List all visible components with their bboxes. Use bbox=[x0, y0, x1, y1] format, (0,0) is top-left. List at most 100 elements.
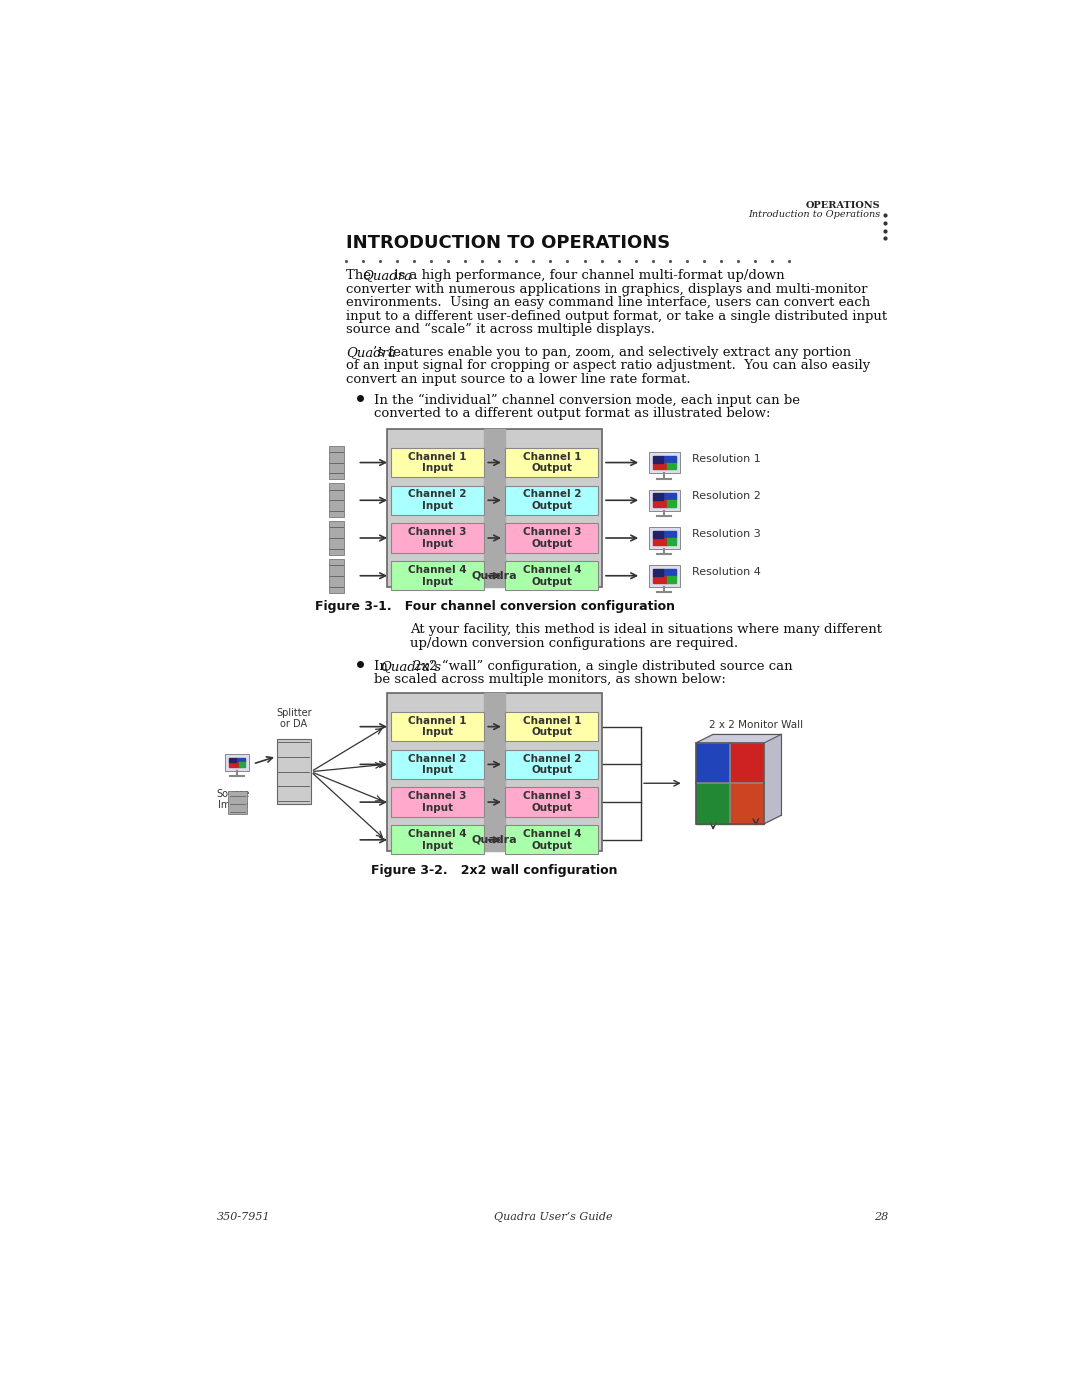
Text: of an input signal for cropping or aspect ratio adjustment.  You can also easily: of an input signal for cropping or aspec… bbox=[346, 359, 870, 373]
Text: Quadra: Quadra bbox=[472, 834, 517, 844]
Polygon shape bbox=[663, 455, 676, 462]
Text: 28: 28 bbox=[874, 1211, 889, 1222]
Text: input to a different user-defined output format, or take a single distributed in: input to a different user-defined output… bbox=[346, 310, 887, 323]
FancyBboxPatch shape bbox=[505, 562, 598, 591]
FancyBboxPatch shape bbox=[505, 524, 598, 553]
FancyBboxPatch shape bbox=[649, 489, 679, 511]
Text: Quadra: Quadra bbox=[346, 346, 395, 359]
FancyBboxPatch shape bbox=[391, 788, 484, 817]
Polygon shape bbox=[765, 735, 781, 824]
Text: Channel 4
Input: Channel 4 Input bbox=[408, 564, 467, 587]
Polygon shape bbox=[653, 538, 666, 545]
FancyBboxPatch shape bbox=[505, 448, 598, 478]
Text: Resolution 1: Resolution 1 bbox=[692, 454, 761, 464]
Text: Channel 2
Input: Channel 2 Input bbox=[408, 753, 467, 775]
Text: Channel 1
Input: Channel 1 Input bbox=[408, 715, 467, 738]
FancyBboxPatch shape bbox=[328, 559, 345, 592]
FancyBboxPatch shape bbox=[649, 451, 679, 474]
Polygon shape bbox=[697, 784, 730, 824]
Text: Channel 1
Output: Channel 1 Output bbox=[523, 715, 581, 738]
FancyBboxPatch shape bbox=[328, 521, 345, 555]
FancyBboxPatch shape bbox=[505, 486, 598, 515]
FancyBboxPatch shape bbox=[387, 429, 603, 587]
Polygon shape bbox=[663, 569, 676, 576]
FancyBboxPatch shape bbox=[505, 788, 598, 817]
Bar bbox=[697, 743, 765, 824]
Text: 2x2 “wall” configuration, a single distributed source can: 2x2 “wall” configuration, a single distr… bbox=[408, 659, 793, 673]
Text: Channel 2
Input: Channel 2 Input bbox=[408, 489, 467, 511]
Text: 2 x 2 Monitor Wall: 2 x 2 Monitor Wall bbox=[708, 719, 802, 729]
Polygon shape bbox=[237, 757, 245, 763]
Text: Quadra: Quadra bbox=[363, 270, 413, 282]
Text: Figure 3-2.   2x2 wall configuration: Figure 3-2. 2x2 wall configuration bbox=[372, 865, 618, 877]
FancyBboxPatch shape bbox=[391, 486, 484, 515]
FancyBboxPatch shape bbox=[391, 448, 484, 478]
Text: converter with numerous applications in graphics, displays and multi-monitor: converter with numerous applications in … bbox=[346, 282, 867, 296]
FancyBboxPatch shape bbox=[228, 791, 246, 814]
Text: 350-7951: 350-7951 bbox=[216, 1211, 270, 1222]
Polygon shape bbox=[653, 493, 663, 500]
Text: Quadra: Quadra bbox=[472, 570, 517, 580]
Polygon shape bbox=[666, 538, 676, 545]
Text: Channel 4
Input: Channel 4 Input bbox=[408, 828, 467, 851]
Text: Channel 2
Output: Channel 2 Output bbox=[523, 489, 581, 511]
FancyBboxPatch shape bbox=[391, 826, 484, 855]
Polygon shape bbox=[239, 763, 245, 767]
Text: The: The bbox=[346, 270, 375, 282]
Text: Channel 3
Input: Channel 3 Input bbox=[408, 527, 467, 549]
Text: ’s features enable you to pan, zoom, and selectively extract any portion: ’s features enable you to pan, zoom, and… bbox=[373, 346, 851, 359]
Text: Channel 3
Output: Channel 3 Output bbox=[523, 527, 581, 549]
Text: Figure 3-1.   Four channel conversion configuration: Figure 3-1. Four channel conversion conf… bbox=[314, 601, 675, 613]
Text: Channel 4
Output: Channel 4 Output bbox=[523, 828, 581, 851]
Text: up/down conversion configurations are required.: up/down conversion configurations are re… bbox=[410, 637, 739, 650]
Text: be scaled across multiple monitors, as shown below:: be scaled across multiple monitors, as s… bbox=[374, 673, 726, 686]
Text: Quadra’s: Quadra’s bbox=[380, 659, 442, 673]
Text: environments.  Using an easy command line interface, users can convert each: environments. Using an easy command line… bbox=[346, 296, 870, 309]
FancyBboxPatch shape bbox=[649, 527, 679, 549]
Text: is a high performance, four channel multi-format up/down: is a high performance, four channel mult… bbox=[390, 270, 784, 282]
Polygon shape bbox=[697, 735, 781, 743]
Polygon shape bbox=[730, 784, 765, 824]
FancyBboxPatch shape bbox=[649, 564, 679, 587]
Text: Resolution 4: Resolution 4 bbox=[692, 567, 761, 577]
Text: convert an input source to a lower line rate format.: convert an input source to a lower line … bbox=[346, 373, 690, 386]
Text: INTRODUCTION TO OPERATIONS: INTRODUCTION TO OPERATIONS bbox=[346, 233, 670, 251]
Text: Channel 1
Output: Channel 1 Output bbox=[523, 451, 581, 474]
Text: Introduction to Operations: Introduction to Operations bbox=[748, 210, 880, 219]
Text: In: In bbox=[374, 659, 392, 673]
Text: Splitter
or DA: Splitter or DA bbox=[276, 708, 312, 729]
Polygon shape bbox=[653, 462, 666, 469]
Text: Source
Image: Source Image bbox=[217, 789, 251, 810]
FancyBboxPatch shape bbox=[328, 483, 345, 517]
Text: Channel 3
Input: Channel 3 Input bbox=[408, 791, 467, 813]
Polygon shape bbox=[229, 757, 237, 763]
Polygon shape bbox=[697, 743, 730, 784]
FancyBboxPatch shape bbox=[387, 693, 603, 851]
Polygon shape bbox=[663, 493, 676, 500]
Text: Resolution 3: Resolution 3 bbox=[692, 529, 761, 539]
FancyBboxPatch shape bbox=[328, 446, 345, 479]
Text: Channel 2
Output: Channel 2 Output bbox=[523, 753, 581, 775]
FancyBboxPatch shape bbox=[276, 739, 311, 805]
FancyBboxPatch shape bbox=[391, 750, 484, 780]
Polygon shape bbox=[666, 462, 676, 469]
Text: Resolution 2: Resolution 2 bbox=[692, 492, 761, 502]
Text: In the “individual” channel conversion mode, each input can be: In the “individual” channel conversion m… bbox=[374, 394, 799, 408]
Text: Channel 4
Output: Channel 4 Output bbox=[523, 564, 581, 587]
Polygon shape bbox=[666, 500, 676, 507]
Text: At your facility, this method is ideal in situations where many different: At your facility, this method is ideal i… bbox=[410, 623, 882, 637]
FancyBboxPatch shape bbox=[391, 524, 484, 553]
Polygon shape bbox=[484, 429, 505, 587]
Text: converted to a different output format as illustrated below:: converted to a different output format a… bbox=[374, 408, 770, 420]
FancyBboxPatch shape bbox=[505, 826, 598, 855]
FancyBboxPatch shape bbox=[505, 712, 598, 742]
Text: Quadra User’s Guide: Quadra User’s Guide bbox=[495, 1211, 612, 1222]
Polygon shape bbox=[730, 743, 765, 784]
Text: OPERATIONS: OPERATIONS bbox=[806, 201, 880, 210]
Polygon shape bbox=[663, 531, 676, 538]
FancyBboxPatch shape bbox=[226, 754, 249, 771]
Text: source and “scale” it across multiple displays.: source and “scale” it across multiple di… bbox=[346, 323, 654, 337]
FancyBboxPatch shape bbox=[391, 712, 484, 742]
Polygon shape bbox=[653, 500, 666, 507]
Polygon shape bbox=[653, 455, 663, 462]
